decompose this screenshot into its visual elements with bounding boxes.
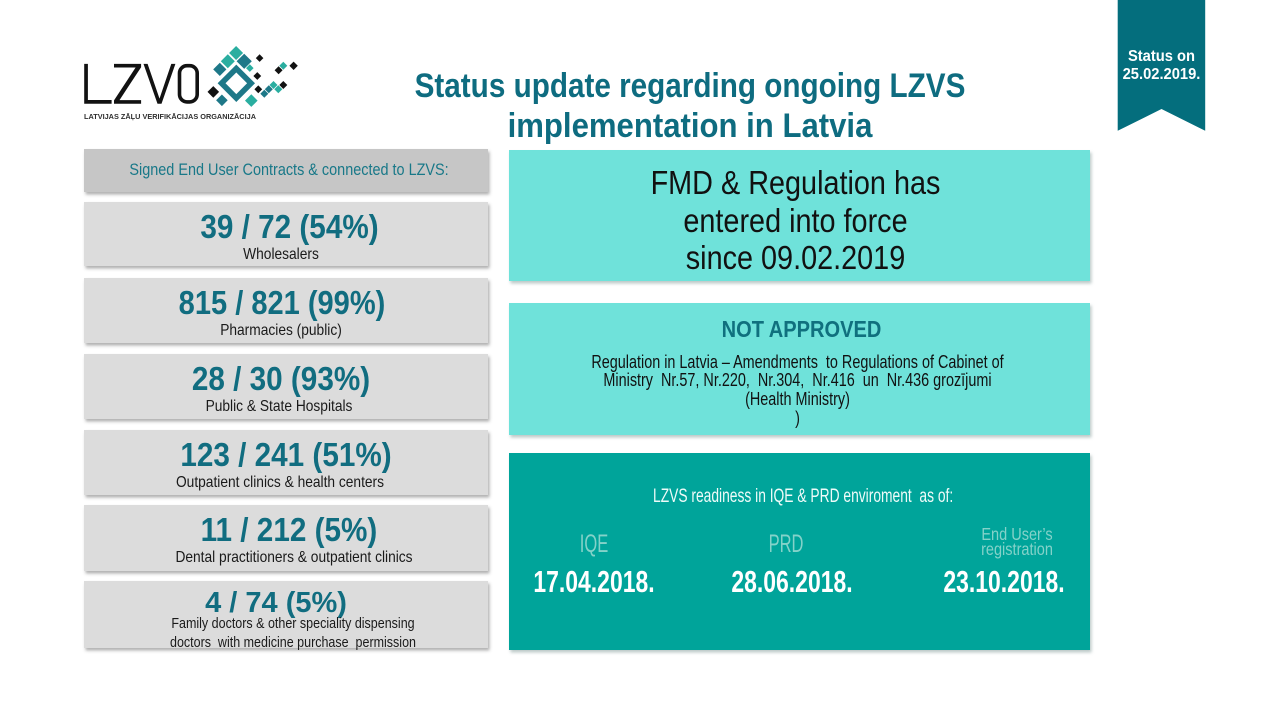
svg-text:LATVIJAS ZĀĻU VERIFIKĀCIJAS OR: LATVIJAS ZĀĻU VERIFIKĀCIJAS ORGANIZĀCIJA — [84, 112, 256, 121]
